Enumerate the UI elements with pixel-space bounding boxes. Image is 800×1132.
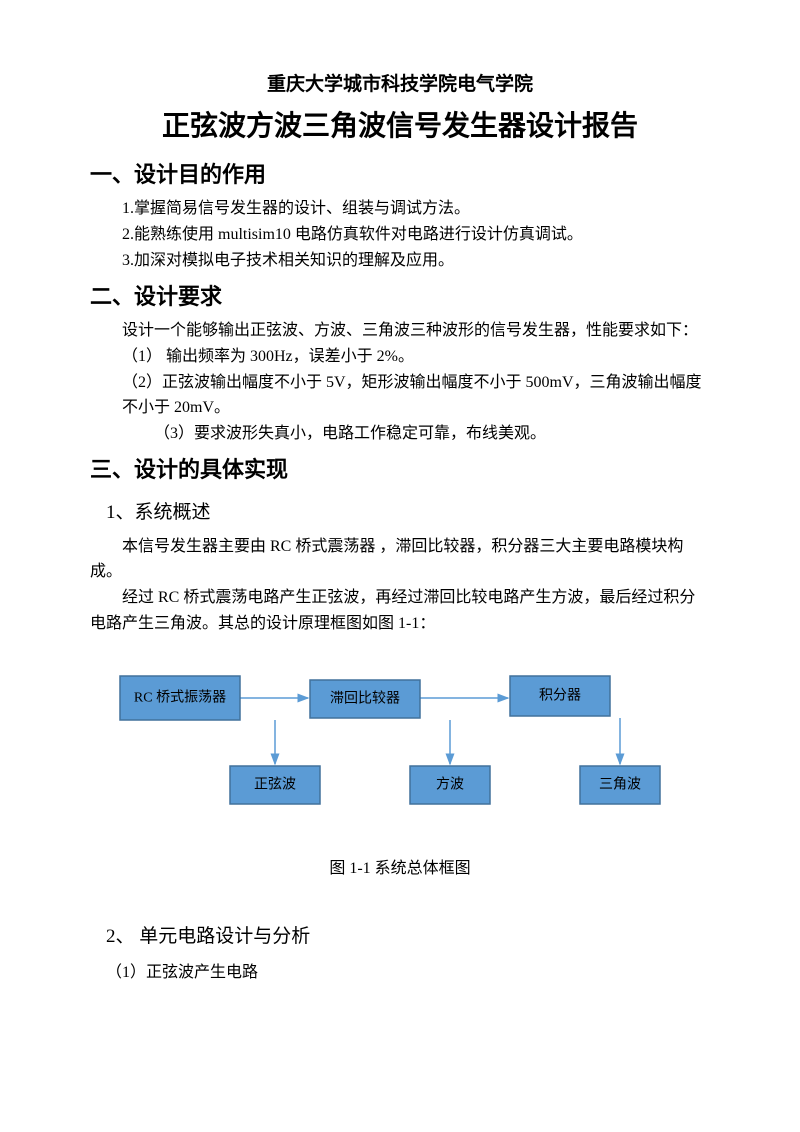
sec3-2-item-1: （1）正弦波产生电路 — [106, 960, 710, 986]
sec3-1-p1: 本信号发生器主要由 RC 桥式震荡器 ，滞回比较器，积分器三大主要电路模块构成。 — [90, 534, 710, 585]
section-2-heading: 二、设计要求 — [90, 279, 710, 314]
sec1-item-2: 2.能熟练使用 multisim10 电路仿真软件对电路进行设计仿真调试。 — [122, 222, 710, 248]
university-name: 重庆大学城市科技学院电气学院 — [90, 70, 710, 100]
svg-text:RC 桥式振荡器: RC 桥式振荡器 — [134, 690, 226, 706]
document-title: 正弦波方波三角波信号发生器设计报告 — [90, 104, 710, 149]
svg-text:滞回比较器: 滞回比较器 — [330, 691, 400, 707]
section-3-heading: 三、设计的具体实现 — [90, 452, 710, 487]
sec1-item-3: 3.加深对模拟电子技术相关知识的理解及应用。 — [122, 248, 710, 274]
sec2-intro: 设计一个能够输出正弦波、方波、三角波三种波形的信号发生器，性能要求如下： — [90, 318, 710, 344]
svg-text:三角波: 三角波 — [599, 777, 641, 793]
section-3-1-heading: 1、系统概述 — [106, 498, 710, 528]
section-1-heading: 一、设计目的作用 — [90, 157, 710, 192]
svg-text:积分器: 积分器 — [539, 688, 581, 704]
sec2-item-2: （2）正弦波输出幅度不小于 5V，矩形波输出幅度不小于 500mV，三角波输出幅… — [122, 370, 710, 421]
sec2-item-3: （3）要求波形失真小，电路工作稳定可靠，布线美观。 — [122, 421, 710, 447]
svg-text:正弦波: 正弦波 — [254, 777, 296, 793]
svg-text:方波: 方波 — [436, 777, 464, 793]
system-block-diagram: RC 桥式振荡器 滞回比较器 积分器正弦波 方波 三角波 — [90, 666, 710, 816]
sec2-item-1: （1） 输出频率为 300Hz，误差小于 2%。 — [122, 344, 710, 370]
diagram-caption: 图 1-1 系统总体框图 — [90, 856, 710, 882]
section-3-2-heading: 2、 单元电路设计与分析 — [106, 922, 710, 952]
sec3-1-p2: 经过 RC 桥式震荡电路产生正弦波，再经过滞回比较电路产生方波，最后经过积分电路… — [90, 585, 710, 636]
sec1-item-1: 1.掌握简易信号发生器的设计、组装与调试方法。 — [122, 196, 710, 222]
